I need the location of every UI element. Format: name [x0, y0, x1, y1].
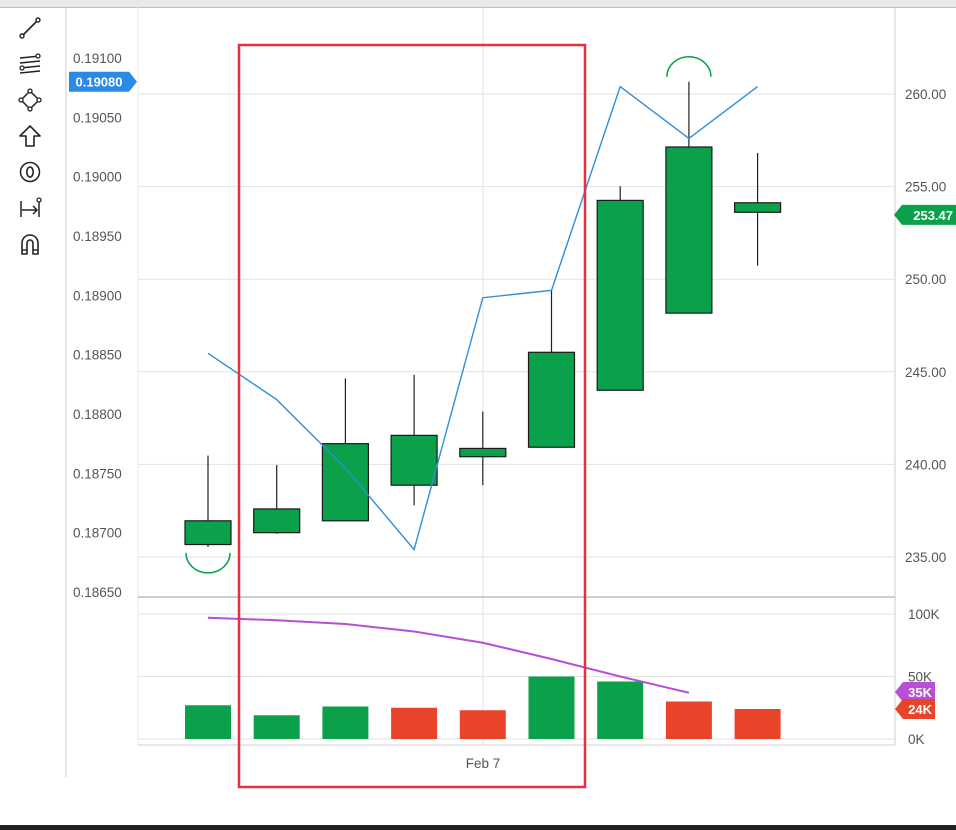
window-top-bar [0, 0, 956, 8]
candle-body [459, 447, 507, 458]
trend-line-icon [19, 17, 41, 39]
blue-line-series [207, 85, 759, 552]
magnet-icon [21, 234, 39, 255]
volume-layer [185, 616, 781, 739]
axes-layer: 260.00 255.00 250.00 245.00 240.00 235.00 100K… [69, 51, 956, 747]
volume-tick-label: 50K [908, 670, 932, 685]
left-tick-label: 0.19100 [73, 51, 122, 66]
right-tick-label: 245.00 [905, 365, 946, 380]
candle-body [390, 434, 438, 486]
candle-body [527, 351, 576, 448]
left-tick-label: 0.18750 [73, 466, 122, 481]
arrow-up-tool[interactable] [10, 118, 50, 154]
right-price-tag-text: 253.47 [913, 208, 953, 223]
volume-ma-line [207, 616, 690, 694]
left-tick-label: 0.18800 [73, 407, 122, 422]
left-tick-label: 0.19000 [73, 170, 122, 185]
right-tick-label: 240.00 [905, 457, 946, 472]
measure-tool[interactable] [10, 190, 50, 226]
volume-ma-tag-text: 35K [908, 685, 932, 700]
volume-tick-label: 100K [908, 607, 940, 622]
magnet-tool[interactable] [10, 226, 50, 262]
volume-bar [322, 706, 369, 739]
volume-tag [895, 699, 935, 719]
candle-body [253, 508, 301, 534]
volume-bar [528, 676, 575, 739]
right-tick-label: 255.00 [905, 180, 946, 195]
left-price-tag-text: 0.19080 [76, 75, 123, 90]
trend-line-tool[interactable] [10, 10, 50, 46]
drawing-toolbar [10, 10, 50, 262]
volume-tag-text: 24K [908, 702, 932, 717]
pattern-tool[interactable] [10, 82, 50, 118]
candle-body [596, 199, 644, 391]
right-tick-label: 260.00 [905, 87, 946, 102]
left-tick-label: 0.18900 [73, 288, 122, 303]
fib-retracement-tool[interactable] [10, 46, 50, 82]
fractal-down-marker [185, 552, 231, 574]
arrow-up-icon [19, 125, 41, 147]
zero-tool[interactable] [10, 154, 50, 190]
right-price-tag [894, 204, 956, 225]
zero-icon [19, 161, 41, 183]
left-tick-label: 0.18700 [73, 526, 122, 541]
volume-bar [185, 705, 231, 739]
volume-bar [391, 707, 438, 739]
candles-layer [184, 55, 782, 574]
line-series-layer [207, 85, 759, 552]
window-bottom-bar [0, 825, 956, 830]
highlight-box [237, 43, 587, 789]
left-tick-label: 0.18950 [73, 229, 122, 244]
volume-bar [459, 710, 506, 739]
right-tick-label: 235.00 [905, 550, 946, 565]
volume-bar [253, 715, 300, 739]
left-tick-label: 0.18650 [73, 585, 122, 600]
volume-tick-label: 0K [908, 732, 925, 747]
left-tick-label: 0.19050 [73, 110, 122, 125]
left-price-tag [69, 71, 137, 92]
candle-body [733, 202, 782, 213]
x-axis-label: Feb 7 [466, 756, 501, 771]
candle-body [321, 443, 369, 522]
right-tick-label: 250.00 [905, 272, 946, 287]
candle-body [665, 146, 713, 314]
fib-retracement-icon [19, 53, 41, 74]
volume-ma-tag [895, 682, 935, 702]
fractal-up-marker [666, 55, 712, 77]
left-tick-label: 0.18850 [73, 348, 122, 363]
volume-bar [734, 709, 781, 739]
grid-lines [65, 7, 896, 777]
candle-body [184, 520, 232, 546]
volume-bar [597, 681, 644, 739]
pattern-icon [18, 88, 42, 112]
measure-icon [20, 197, 42, 217]
volume-bar [665, 701, 712, 739]
